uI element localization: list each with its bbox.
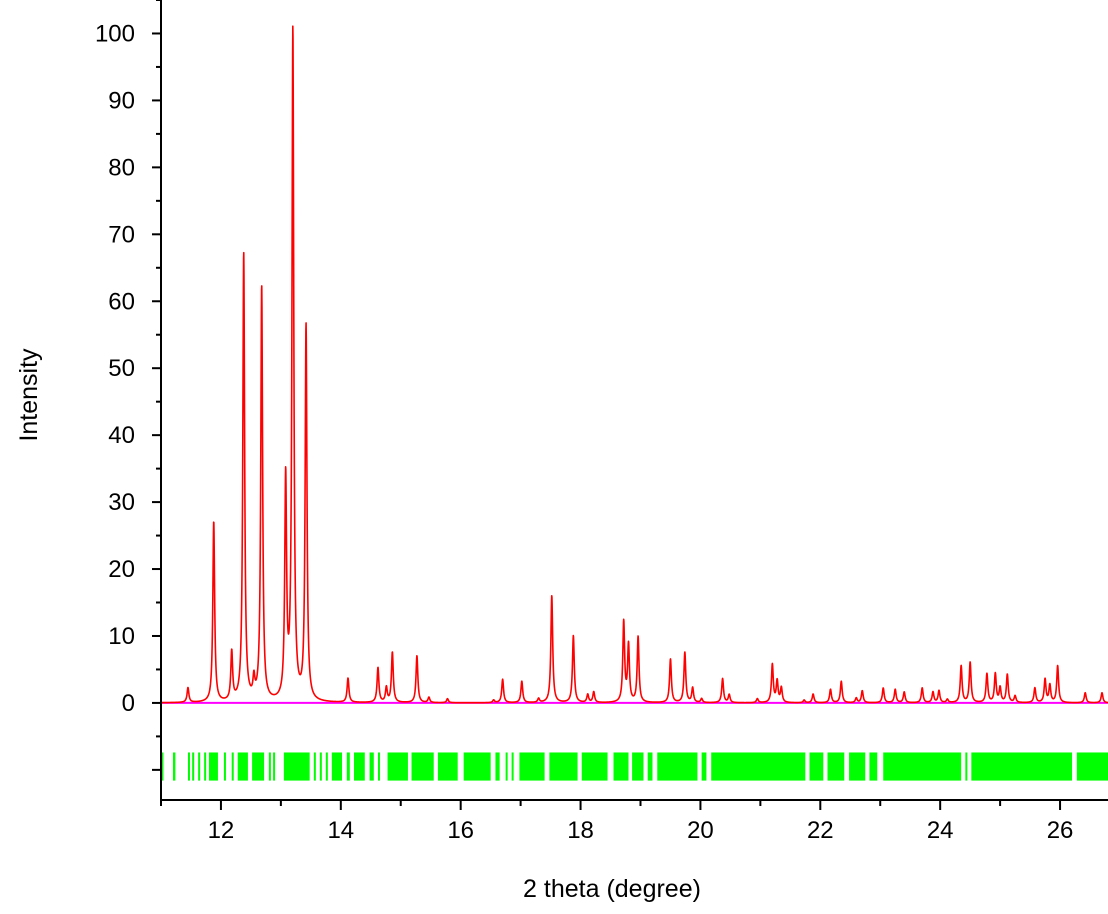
x-tick-label: 18	[567, 817, 594, 844]
reflection-tick	[187, 752, 190, 781]
reflection-tick	[331, 752, 343, 781]
reflection-tick	[353, 752, 365, 781]
reflection-tick	[313, 752, 316, 781]
x-tick-label: 24	[927, 817, 954, 844]
x-tick-label: 22	[807, 817, 834, 844]
x-tick-label: 12	[208, 817, 235, 844]
reflection-tick	[581, 752, 608, 781]
reflection-tick	[883, 752, 962, 781]
y-tick-label: 50	[108, 355, 135, 382]
x-tick-label: 26	[1047, 817, 1074, 844]
y-axis-title: Intensity	[15, 348, 43, 442]
reflection-tick	[495, 752, 500, 781]
y-tick-label: 0	[122, 690, 135, 717]
y-tick-label: 100	[95, 20, 135, 47]
reflection-tick	[701, 752, 707, 781]
reflection-tick	[869, 752, 878, 781]
y-tick-label: 10	[108, 623, 135, 650]
reflection-tick	[387, 752, 408, 781]
reflection-tick	[325, 752, 328, 781]
reflection-tick	[252, 752, 265, 781]
reflection-tick	[549, 752, 578, 781]
reflection-tick	[437, 752, 458, 781]
y-axis-ticks: 0 10 20 30 40 50 60 70 80 90 100	[95, 0, 161, 771]
x-tick-label: 14	[327, 817, 354, 844]
reflection-tick	[192, 752, 195, 781]
reflection-tick	[319, 752, 322, 781]
reflection-tick	[657, 752, 698, 781]
reflection-tick	[1076, 752, 1108, 781]
reflection-tick	[204, 752, 207, 781]
x-tick-label: 16	[447, 817, 474, 844]
reflection-tick	[231, 752, 234, 781]
y-tick-label: 40	[108, 422, 135, 449]
reflection-tick	[647, 752, 653, 781]
reflection-tick	[198, 752, 201, 781]
pattern-series	[160, 25, 1108, 704]
reflection-tick	[463, 752, 491, 781]
reflection-tick	[511, 752, 514, 781]
reflection-tick	[827, 752, 845, 781]
y-tick-label: 30	[108, 489, 135, 516]
reflection-tick	[346, 752, 350, 781]
reflection-tick	[283, 752, 310, 781]
reflection-tick	[809, 752, 824, 781]
reflection-tick	[223, 752, 226, 781]
reflection-tick	[965, 752, 968, 781]
y-tick-label: 80	[108, 154, 135, 181]
x-axis-ticks: 12 14 16 18 20 22 24 26	[160, 800, 1074, 844]
reflection-tick	[268, 752, 271, 781]
reflection-tick	[237, 752, 248, 781]
reflection-tick	[971, 752, 1073, 781]
y-tick-label: 60	[108, 288, 135, 315]
reflection-tick	[273, 752, 276, 781]
reflection-tick	[849, 752, 866, 781]
y-tick-label: 20	[108, 556, 135, 583]
reflection-tick	[632, 752, 644, 781]
reflection-tick	[161, 752, 164, 781]
reflection-tick	[505, 752, 508, 781]
reflection-tick	[711, 752, 806, 781]
reflection-markers	[161, 752, 1108, 781]
y-tick-label: 70	[108, 221, 135, 248]
reflection-tick	[377, 752, 380, 781]
x-axis-title: 2 theta (degree)	[523, 875, 701, 903]
reflection-tick	[172, 752, 176, 781]
y-tick-label: 90	[108, 87, 135, 114]
reflection-tick	[519, 752, 545, 781]
x-tick-label: 20	[687, 817, 714, 844]
reflection-tick	[208, 752, 218, 781]
reflection-tick	[613, 752, 629, 781]
reflection-tick	[411, 752, 434, 781]
reflection-tick	[369, 752, 374, 781]
